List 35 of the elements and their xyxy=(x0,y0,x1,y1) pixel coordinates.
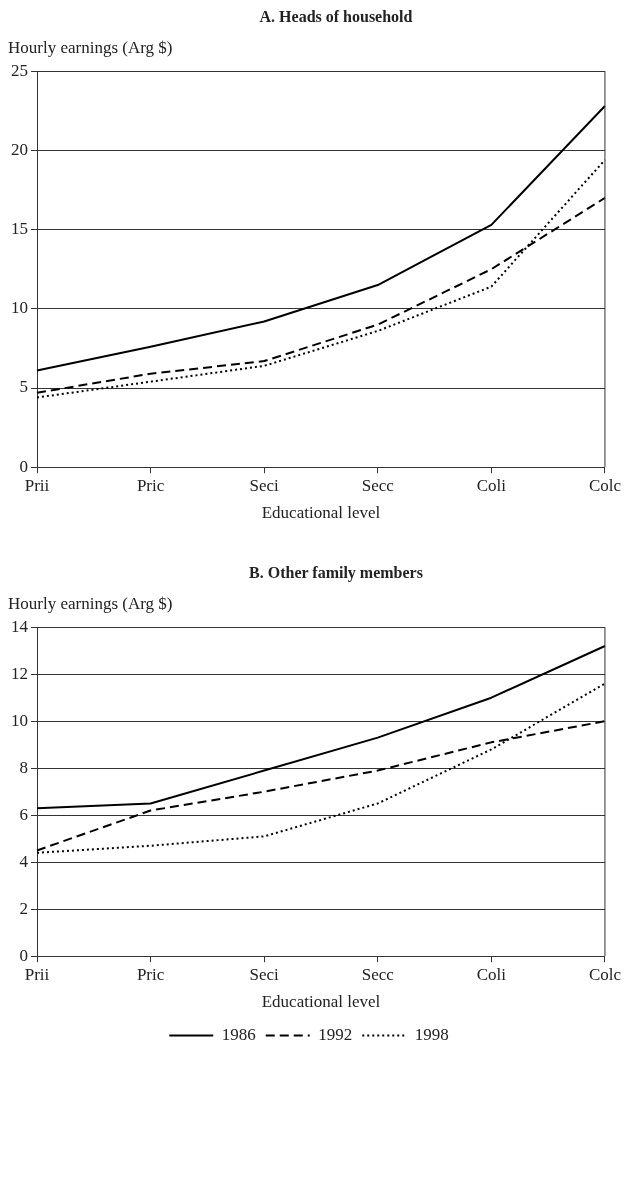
y-tick-label: 0 xyxy=(19,456,28,476)
y-tick-label: 20 xyxy=(11,139,28,159)
x-tick-label: Coli xyxy=(476,475,507,495)
y-tick-label: 10 xyxy=(11,298,28,318)
legend-label: 1992 xyxy=(318,1024,353,1044)
legend-label: 1998 xyxy=(414,1024,449,1044)
x-tick-label: Prii xyxy=(24,964,50,984)
y-tick-label: 8 xyxy=(19,757,28,777)
x-tick-label: Pric xyxy=(136,964,165,984)
y-tick-label: 12 xyxy=(11,663,28,683)
y-tick-label: 14 xyxy=(11,616,29,636)
x-tick-label: Colc xyxy=(588,475,622,495)
y-tick-label: 15 xyxy=(11,219,28,239)
chart-title: A. Heads of household xyxy=(258,8,414,26)
x-tick-label: Colc xyxy=(588,964,622,984)
x-tick-label: Coli xyxy=(476,964,507,984)
y-axis-title: Hourly earnings (Arg $) xyxy=(8,38,174,58)
y-tick-label: 0 xyxy=(19,945,28,965)
x-tick-label: Seci xyxy=(249,964,280,984)
y-tick-label: 25 xyxy=(11,60,28,80)
x-tick-label: Secc xyxy=(361,964,395,984)
y-tick-label: 6 xyxy=(19,804,28,824)
x-axis-title: Educational level xyxy=(261,992,381,1012)
y-tick-label: 2 xyxy=(19,898,28,918)
y-axis-title: Hourly earnings (Arg $) xyxy=(8,594,174,614)
x-tick-label: Pric xyxy=(136,475,165,495)
chart-title: B. Other family members xyxy=(248,564,424,582)
y-tick-label: 5 xyxy=(19,377,28,397)
y-tick-label: 4 xyxy=(19,851,29,871)
x-tick-label: Secc xyxy=(361,475,395,495)
y-tick-label: 10 xyxy=(11,710,28,730)
x-tick-label: Seci xyxy=(249,475,280,495)
legend-label: 1986 xyxy=(221,1024,256,1044)
x-axis-title: Educational level xyxy=(261,503,381,523)
x-tick-label: Prii xyxy=(24,475,50,495)
